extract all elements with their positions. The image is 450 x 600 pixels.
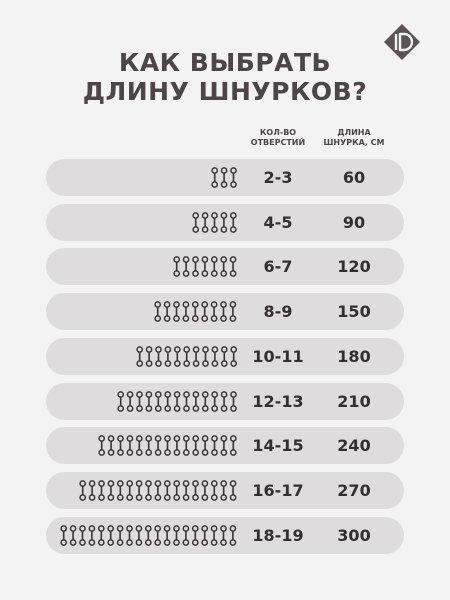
- lace-holes-icon: [98, 435, 237, 457]
- length-header-line-2: ШНУРКА, СМ: [323, 138, 385, 147]
- holes-count: 14-15: [252, 436, 304, 456]
- holes-count: 12-13: [252, 391, 304, 411]
- holes-count: 6-7: [263, 257, 293, 277]
- table-row: 14-15 240: [46, 427, 404, 465]
- lace-length: 60: [342, 168, 366, 187]
- page-title: КАК ВЫБРАТЬ ДЛИНУ ШНУРКОВ?: [0, 48, 450, 106]
- holes-count: 2-3: [263, 168, 293, 187]
- lace-holes-icon: [60, 524, 237, 546]
- table-row: 2-3 60: [46, 159, 404, 196]
- holes-count: 18-19: [252, 525, 304, 545]
- holes-header-line-1: КОЛ-ВО: [259, 128, 297, 137]
- lace-holes-icon: [173, 256, 237, 278]
- lace-length: 90: [342, 212, 366, 232]
- lace-holes-icon: [79, 480, 237, 501]
- holes-count: 16-17: [252, 480, 304, 500]
- holes-count: 4-5: [263, 212, 293, 232]
- lace-length: 120: [337, 257, 371, 277]
- lace-holes-icon: [211, 167, 237, 188]
- table-row: 8-9 150: [46, 293, 404, 331]
- table-row: 18-19 300: [46, 516, 404, 554]
- lace-length: 210: [337, 391, 371, 411]
- table-row: 12-13 210: [46, 382, 404, 420]
- holes-count: 8-9: [263, 302, 293, 322]
- lace-holes-icon: [154, 301, 237, 322]
- lace-length: 270: [337, 480, 371, 500]
- lace-length: 240: [337, 436, 371, 456]
- lace-length: 300: [337, 525, 371, 545]
- length-header-line-1: ДЛИНА: [337, 128, 371, 137]
- table-row: 6-7 120: [46, 248, 404, 286]
- lace-holes-icon: [117, 390, 237, 412]
- lace-length: 180: [337, 346, 371, 366]
- lace-holes-icon: [192, 211, 237, 233]
- title-line-2: ДЛИНУ ШНУРКОВ?: [82, 77, 368, 106]
- holes-column-header: КОЛ-ВО ОТВЕРСТИЙ: [238, 128, 318, 148]
- lace-holes-icon: [135, 345, 237, 367]
- title-line-1: КАК ВЫБРАТЬ: [118, 48, 332, 77]
- table-row: 10-11 180: [46, 337, 404, 375]
- table-row: 16-17 270: [46, 471, 404, 509]
- table-row: 4-5 90: [46, 203, 404, 241]
- lace-length: 150: [337, 302, 371, 322]
- brand-logo-icon: [384, 24, 420, 60]
- holes-header-line-2: ОТВЕРСТИЙ: [250, 138, 306, 147]
- length-column-header: ДЛИНА ШНУРКА, СМ: [314, 128, 394, 148]
- holes-count: 10-11: [252, 346, 304, 366]
